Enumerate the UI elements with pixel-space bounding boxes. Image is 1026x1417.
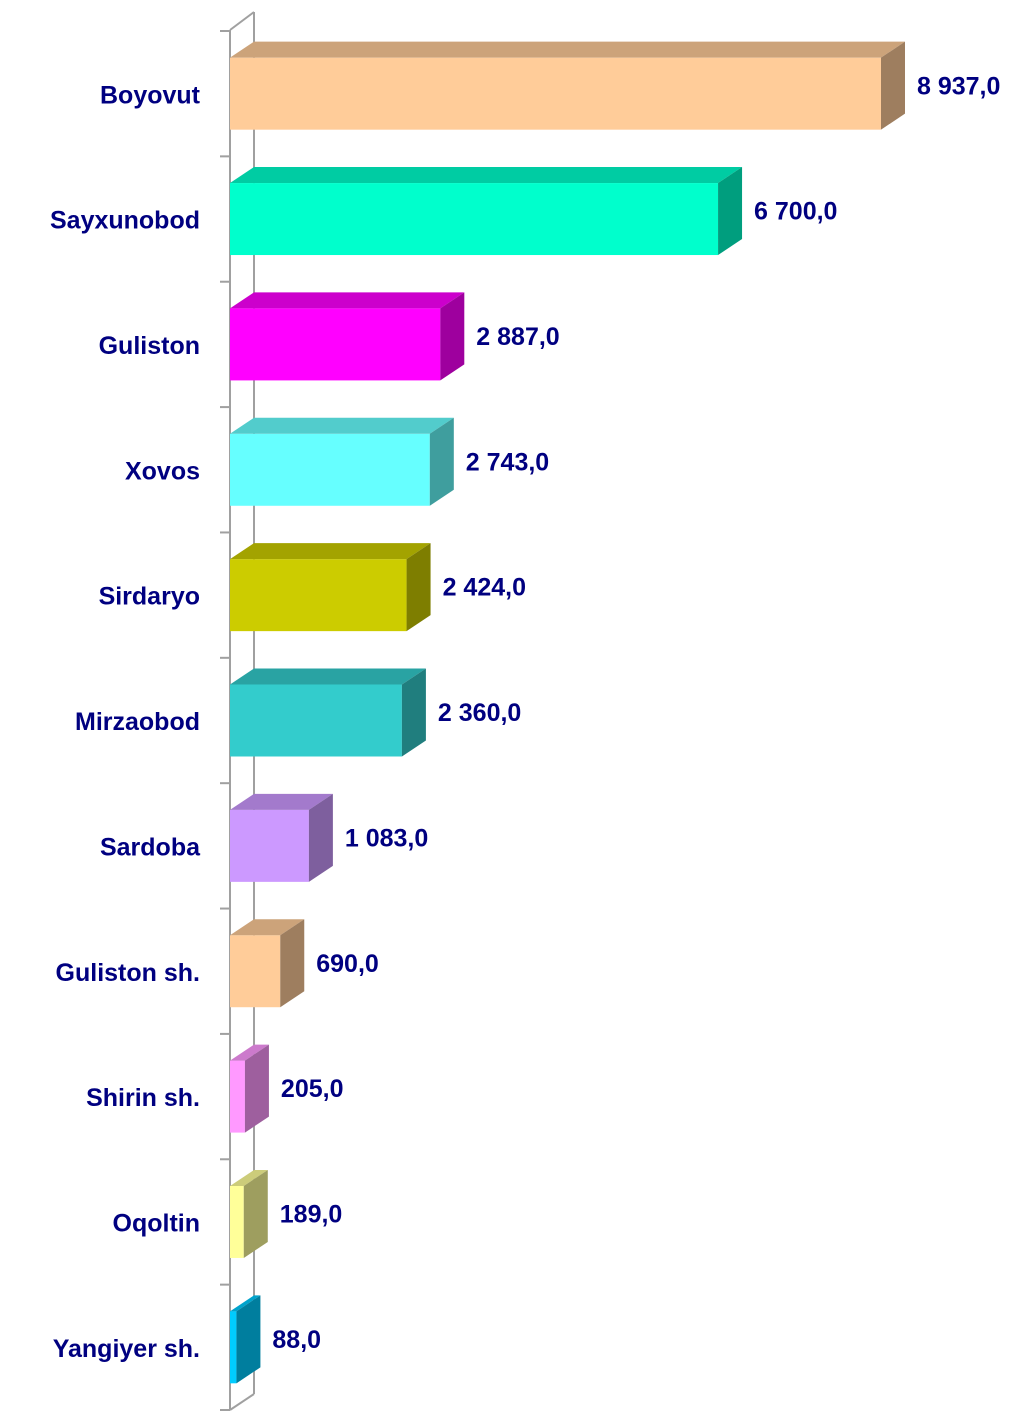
category-label: Guliston sh. (56, 959, 200, 987)
category-label: Sirdaryo (99, 583, 200, 611)
bar-side (881, 41, 905, 130)
bar-front (230, 57, 881, 130)
bar-side (236, 1295, 261, 1384)
bar-side (440, 292, 465, 381)
value-label: 205,0 (281, 1075, 344, 1103)
value-label: 88,0 (272, 1326, 321, 1354)
category-label: Mirzaobod (75, 708, 200, 736)
bar-top (230, 292, 465, 309)
category-label: Xovos (125, 457, 200, 485)
bar-front (230, 308, 441, 381)
category-label: Guliston (99, 332, 200, 360)
bar-side (243, 1169, 268, 1258)
bar-front (230, 684, 402, 757)
bar-front (230, 809, 309, 882)
bar-front (230, 1060, 245, 1133)
bar-front (230, 935, 281, 1008)
bar-front (230, 559, 407, 632)
bar-side (718, 167, 743, 256)
category-label: Sayxunobod (50, 207, 200, 235)
bar-front (230, 1311, 237, 1384)
bar-top (230, 668, 426, 685)
bar-top (230, 167, 743, 184)
category-label: Shirin sh. (86, 1084, 200, 1112)
value-label: 2 424,0 (443, 574, 526, 602)
bar-top (230, 543, 431, 560)
category-label: Sardoba (100, 833, 201, 861)
value-label: 189,0 (280, 1201, 343, 1229)
bar-top (230, 1169, 268, 1186)
bar-side (406, 543, 431, 632)
category-label: Yangiyer sh. (53, 1335, 200, 1363)
axis-top (229, 11, 255, 31)
bar-front (230, 433, 430, 506)
bar-side (244, 1044, 269, 1133)
bar-side (401, 668, 426, 757)
bar-side (308, 793, 333, 882)
bar-top (230, 417, 454, 434)
bar-top (230, 1295, 261, 1312)
bar-front (230, 1185, 244, 1258)
bar-top (230, 919, 305, 936)
bar-top (230, 41, 905, 58)
bar-side (429, 417, 454, 506)
value-label: 2 887,0 (476, 323, 559, 351)
value-label: 1 083,0 (345, 824, 428, 852)
axis-bottom (229, 1393, 255, 1411)
value-label: 2 743,0 (466, 448, 549, 476)
value-label: 690,0 (316, 950, 379, 978)
value-label: 2 360,0 (438, 699, 521, 727)
category-label: Oqoltin (113, 1210, 200, 1238)
bar-top (230, 1044, 269, 1061)
bar-top (230, 793, 333, 810)
bar-side (280, 919, 305, 1008)
value-label: 6 700,0 (754, 198, 837, 226)
value-label: 8 937,0 (917, 72, 1000, 100)
category-label: Boyovut (100, 81, 201, 109)
bar-front (230, 183, 719, 256)
